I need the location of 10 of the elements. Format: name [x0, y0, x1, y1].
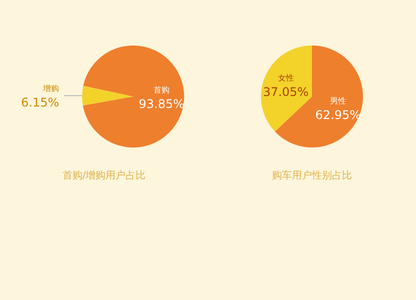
data-label: 6.15% [21, 96, 60, 110]
slice-label: 增购 [42, 84, 60, 94]
text: 首购/增购用户占比 [62, 170, 146, 182]
slice-label: 男性 [330, 96, 346, 106]
data-label: 62.95% [315, 108, 362, 122]
data-label: 37.05% [262, 85, 309, 100]
slice-label: 女性 [278, 74, 294, 83]
text: 购车用户性别占比 [272, 170, 352, 182]
slice-label: 首购 [154, 85, 170, 94]
data-label: 93.85% [138, 96, 184, 111]
